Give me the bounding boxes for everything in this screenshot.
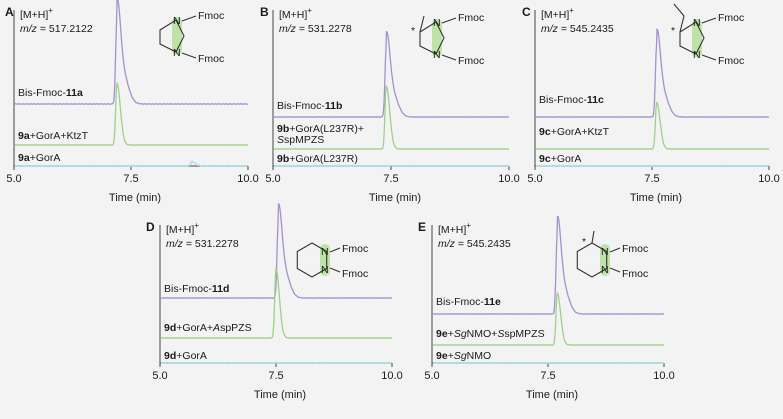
x-tick-label: 7.5	[540, 370, 555, 382]
panel-e: E 5.0 7.5 10.0 Time (min) [M+H]+ m/z = 545.243…	[418, 216, 675, 401]
mass-ion-label: [M+H]+	[20, 6, 53, 21]
mz-value-label: m/z = 545.2435	[541, 23, 614, 35]
series-label: Bis-Fmoc-11e	[436, 296, 501, 308]
x-tick-label: 7.5	[123, 173, 138, 185]
nitrogen-label: N	[321, 264, 329, 276]
nitrogen-label: N	[321, 246, 329, 258]
fmoc-label: Fmoc	[458, 12, 484, 24]
series-label: 9c+GorA+KtzT	[539, 126, 610, 138]
fmoc-label: Fmoc	[198, 53, 224, 65]
mass-ion-label: [M+H]+	[438, 221, 471, 236]
x-axis-title: Time (min)	[254, 389, 306, 401]
panel-letter: D	[146, 220, 155, 234]
x-tick-label: 7.5	[383, 173, 398, 185]
fmoc-label: Fmoc	[622, 268, 648, 280]
trace-standard	[535, 28, 770, 118]
panel-a: A 5.0 7.5 10.0 Time (min) [M+H]+ m/z = 517.212…	[5, 0, 259, 204]
nitrogen-label: N	[601, 264, 609, 276]
fmoc-label: Fmoc	[198, 10, 224, 22]
structure-drawing: N N Fmoc Fmoc *	[411, 12, 484, 67]
trace-control	[535, 164, 770, 168]
trace-control	[273, 164, 510, 168]
series-label: 9a+GorA	[18, 152, 60, 164]
mz-value-label: m/z = 545.2435	[438, 238, 511, 250]
x-tick-label: 5.0	[424, 370, 439, 382]
trace-standard	[274, 30, 510, 118]
panel-b: B 5.0 7.5 10.0 Time (min) [M+H]+ m/z = 531.227…	[260, 5, 520, 204]
panel-letter: A	[5, 5, 14, 19]
series-label: Bis-Fmoc-11c	[539, 94, 604, 106]
structure-drawing: N N Fmoc Fmoc *	[671, 3, 744, 67]
mass-ion-label: [M+H]+	[166, 221, 199, 236]
trace-reaction	[161, 267, 393, 339]
trace-reaction	[15, 81, 248, 146]
panel-c: C 5.0 7.5 10.0 Time (min) [M+H]+ m/z = 545.243…	[522, 3, 780, 204]
structure-drawing: N N Fmoc Fmoc	[159, 10, 224, 65]
series-label: 9b+GorA(L237R)+	[277, 123, 364, 135]
mass-ion-label: [M+H]+	[541, 6, 574, 21]
trace-reaction	[536, 101, 770, 150]
x-tick-label: 7.5	[268, 370, 283, 382]
x-axis-title: Time (min)	[630, 192, 682, 204]
series-label: 9d+GorA+AspPZS	[164, 322, 252, 334]
x-tick-label: 5.0	[6, 173, 21, 185]
mass-ion-label: [M+H]+	[279, 6, 312, 21]
x-tick-label: 5.0	[152, 370, 167, 382]
stereocenter-mark: *	[582, 236, 586, 248]
nitrogen-label: N	[433, 49, 441, 61]
x-axis-title: Time (min)	[109, 192, 161, 204]
mz-value-label: m/z = 531.2278	[279, 23, 352, 35]
x-tick-label: 7.5	[644, 173, 659, 185]
trace-standard	[433, 216, 665, 315]
fmoc-label: Fmoc	[622, 243, 648, 255]
fmoc-label: Fmoc	[342, 268, 368, 280]
series-label: 9e+SgNMO	[436, 350, 491, 362]
fmoc-label: Fmoc	[718, 12, 744, 24]
x-tick-label: 10.0	[653, 370, 674, 382]
x-tick-label: 5.0	[265, 173, 280, 185]
panel-d: D 5.0 7.5 10.0 Time (min) [M+H]+ m/z = 531.227…	[146, 203, 403, 401]
nitrogen-label: N	[173, 47, 181, 59]
series-label: Bis-Fmoc-11d	[164, 283, 229, 295]
nitrogen-label: N	[693, 17, 701, 29]
trace-reaction	[273, 84, 509, 150]
x-tick-label: 10.0	[498, 173, 519, 185]
x-tick-label: 10.0	[758, 173, 779, 185]
series-label: 9c+GorA	[539, 153, 581, 165]
trace-standard	[14, 0, 249, 105]
nitrogen-label: N	[433, 17, 441, 29]
x-tick-label: 10.0	[237, 173, 258, 185]
trace-control	[432, 361, 665, 365]
fmoc-label: Fmoc	[458, 55, 484, 67]
nitrogen-label: N	[601, 246, 609, 258]
mz-value-label: m/z = 531.2278	[166, 238, 239, 250]
x-tick-label: 10.0	[381, 370, 402, 382]
trace-control	[14, 160, 249, 168]
panel-letter: B	[260, 5, 269, 19]
series-label: 9e+SgNMO+SspMPZS	[436, 328, 545, 340]
series-label: 9b+GorA(L237R)	[277, 153, 358, 165]
x-axis-title: Time (min)	[526, 389, 578, 401]
structure-drawing: NN Fmoc Fmoc	[296, 242, 368, 280]
stereocenter-mark: *	[411, 25, 415, 37]
fmoc-label: Fmoc	[342, 243, 368, 255]
stereocenter-mark: *	[671, 25, 675, 37]
series-label: Bis-Fmoc-11a	[18, 87, 83, 99]
mz-value-label: m/z = 517.2122	[20, 23, 93, 35]
trace-reaction	[432, 291, 664, 346]
nitrogen-label: N	[693, 49, 701, 61]
series-label: 9d+GorA	[164, 350, 207, 362]
x-tick-label: 5.0	[527, 173, 542, 185]
nitrogen-label: N	[173, 15, 181, 27]
series-label: Bis-Fmoc-11b	[277, 100, 342, 112]
panel-letter: C	[522, 5, 531, 19]
structure-drawing: NN Fmoc Fmoc *	[576, 230, 648, 280]
x-axis-title: Time (min)	[369, 192, 421, 204]
panel-letter: E	[418, 220, 426, 234]
series-label: 9a+GorA+KtzT	[18, 130, 89, 142]
series-label-line2: SspMPZS	[277, 134, 324, 146]
trace-control	[160, 361, 393, 365]
fmoc-label: Fmoc	[718, 55, 744, 67]
